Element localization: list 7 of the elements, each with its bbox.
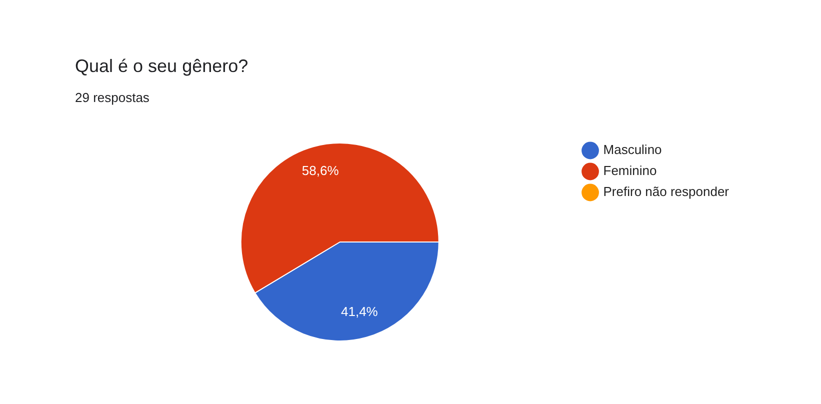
data-label: 41,4% [340, 304, 378, 320]
legend-label: Prefiro não responder [603, 184, 730, 200]
data-label: 58,6% [302, 162, 340, 178]
chart-title: Qual é o seu gênero? [75, 55, 248, 77]
legend-label: Feminino [603, 163, 657, 178]
legend-label: Masculino [603, 142, 662, 158]
text: 29 respostas [75, 90, 150, 106]
